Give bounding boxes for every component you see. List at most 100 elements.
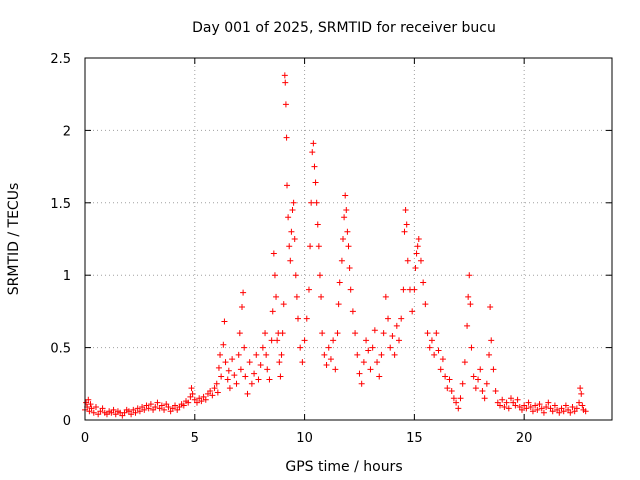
x-tick-label: 10 [296,431,313,446]
data-point [573,405,580,412]
data-point [222,359,229,366]
data-point [246,359,253,366]
data-point [236,330,243,337]
axis-ticks: 0 5 10 15 20 0 0.5 1 1.5 2 2.5 [50,52,612,446]
data-point [233,380,240,387]
data-point [220,341,227,348]
data-point [367,366,374,373]
data-point [319,330,326,337]
data-point [403,221,410,228]
data-point [488,337,495,344]
data-point [242,373,249,380]
data-point [411,286,418,293]
data-point [147,401,154,408]
data-point [414,243,421,250]
x-tick-label: 20 [516,431,533,446]
data-point [307,243,314,250]
data-marks [82,72,589,419]
data-point [253,351,260,358]
data-point [336,279,343,286]
data-point [477,366,484,373]
data-point [128,411,135,418]
data-point [99,405,106,412]
data-point [311,163,318,170]
data-point [409,308,416,315]
chart-title: Day 001 of 2025, SRMTID for receiver buc… [192,20,496,36]
data-point [481,395,488,402]
data-point [529,408,536,415]
data-point [280,301,287,308]
data-point [136,408,143,415]
data-point [209,392,216,399]
data-point [276,359,283,366]
data-point [92,403,99,410]
data-point [270,250,277,257]
data-point [330,337,337,344]
data-point [433,330,440,337]
data-point [259,344,266,351]
data-point [185,399,192,406]
data-point [145,405,152,412]
data-point [378,351,385,358]
data-point [132,409,139,416]
data-point [345,243,352,250]
data-point [540,409,547,416]
data-point [327,356,334,363]
y-tick-label: 0.5 [50,342,71,357]
data-point [286,243,293,250]
data-point [285,214,292,221]
data-point [344,228,351,235]
data-point [527,403,534,410]
data-point [396,337,403,344]
data-point [335,301,342,308]
data-point [289,207,296,214]
data-point [365,347,372,354]
data-point [450,395,457,402]
data-point [415,236,422,242]
data-point [88,405,95,412]
data-point [467,301,474,308]
data-point [226,385,233,392]
data-point [349,308,356,315]
data-point [241,344,248,351]
data-point [380,330,387,337]
data-point [193,399,200,406]
data-point [578,390,585,397]
data-point [244,390,251,397]
data-point [301,337,308,344]
data-point [257,361,264,368]
data-point [85,396,92,403]
data-point [543,403,550,410]
data-point [312,179,319,186]
data-point [231,372,238,379]
data-point [284,182,291,189]
x-tick-label: 15 [406,431,423,446]
data-point [457,395,464,402]
data-point [271,272,278,279]
data-point [334,330,341,337]
data-point [90,409,97,416]
data-point [290,199,297,206]
data-point [556,409,563,416]
x-tick-label: 5 [191,431,199,446]
data-point [274,337,281,344]
data-point [305,286,312,293]
data-point [534,406,541,413]
data-point [240,289,247,296]
x-tick-label: 0 [81,431,89,446]
data-point [393,322,400,329]
data-point [371,327,378,334]
data-point [224,376,231,383]
data-point [374,359,381,366]
data-point [487,304,494,311]
data-point [424,330,431,337]
data-point [514,396,521,403]
data-point [363,337,370,344]
data-point [154,399,161,406]
data-point [218,373,225,380]
data-point [472,385,479,392]
data-point [536,401,543,408]
data-point [303,315,310,322]
data-point [402,207,409,214]
